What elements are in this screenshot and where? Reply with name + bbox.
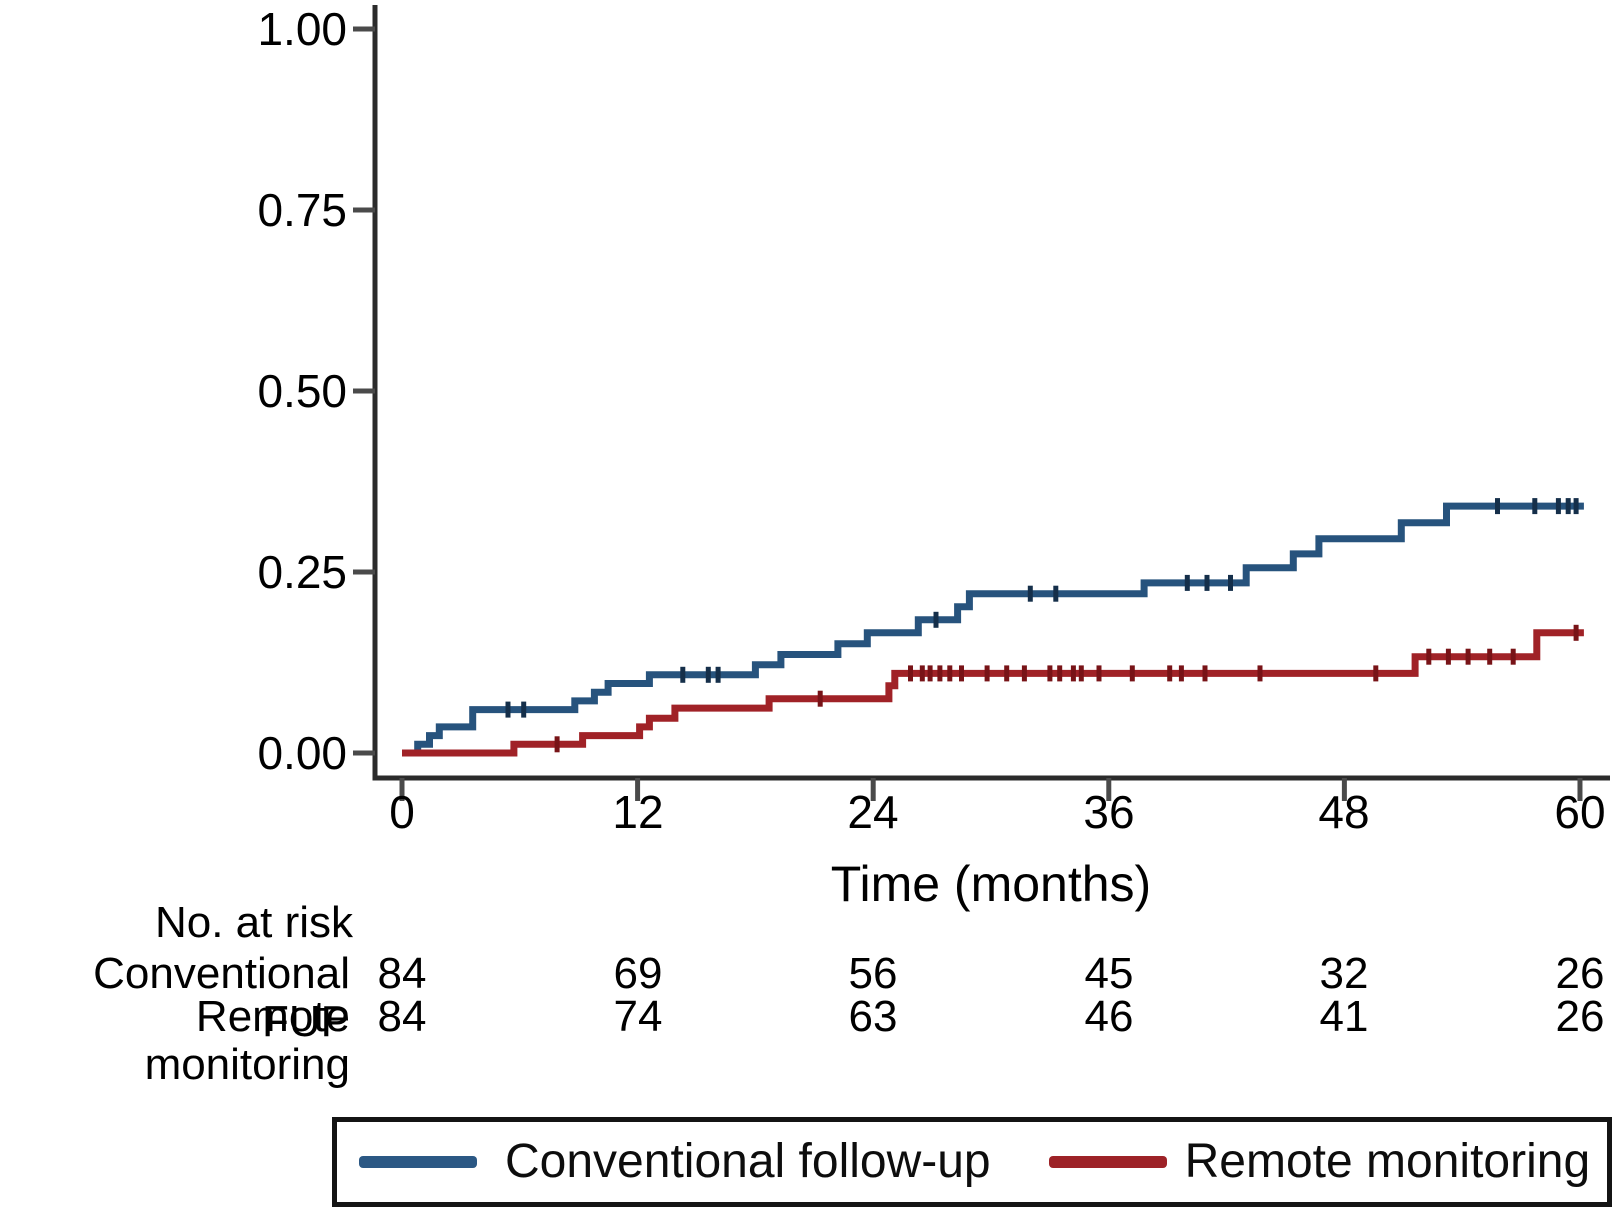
censor-mark — [1178, 665, 1184, 682]
y-tick-label: 0.75 — [257, 184, 347, 236]
censor-mark — [937, 665, 943, 682]
risk-count: 63 — [848, 992, 898, 1041]
censor-mark — [1129, 665, 1135, 682]
legend-swatch-remote-line — [1048, 1156, 1167, 1168]
y-tick-label: 0.00 — [257, 727, 347, 779]
censor-mark — [1228, 574, 1233, 591]
censor-mark — [1495, 498, 1500, 515]
censor-mark — [947, 665, 953, 682]
risk-row-label-remote: Remote monitoring — [144, 992, 350, 1089]
censor-mark — [1204, 574, 1210, 591]
censor-mark — [1487, 648, 1493, 665]
x-tick-label: 12 — [612, 786, 664, 838]
risk-count: 69 — [613, 949, 663, 998]
censor-mark — [927, 665, 933, 682]
censor-mark — [1373, 665, 1379, 682]
censor-mark — [1257, 665, 1263, 682]
censor-mark — [1202, 665, 1208, 682]
legend-swatch-conventional-line — [359, 1156, 477, 1168]
y-tick-label: 0.25 — [257, 546, 347, 598]
censor-mark — [1465, 648, 1471, 665]
censor-mark — [1096, 665, 1102, 682]
censor-mark — [1027, 585, 1033, 602]
censor-mark — [959, 665, 964, 682]
risk-row-label-conventional: Conventional FUP — [93, 949, 350, 1046]
x-tick-label: 0 — [389, 786, 415, 838]
km-curve-conventional — [402, 502, 1584, 757]
censor-mark — [521, 701, 527, 718]
x-tick-label: 60 — [1554, 786, 1606, 838]
risk-table-header: No. at risk — [154, 898, 353, 947]
risk-count: 32 — [1319, 949, 1369, 998]
censor-mark — [1053, 585, 1059, 602]
legend: Conventional follow-up Remote monitoring — [332, 1117, 1612, 1207]
censor-mark — [1167, 665, 1173, 682]
y-tick-label: 0.50 — [257, 365, 347, 417]
censor-mark — [1532, 498, 1538, 515]
censor-mark — [1573, 624, 1579, 641]
legend-label-conventional: Conventional follow-up — [505, 1135, 991, 1188]
censor-mark — [1070, 665, 1076, 682]
km-curve-remote — [402, 629, 1584, 757]
censor-mark — [715, 666, 721, 683]
censor-mark — [908, 665, 913, 682]
risk-count: 46 — [1084, 992, 1134, 1041]
censor-mark — [919, 665, 925, 682]
risk-count: 56 — [848, 949, 898, 998]
risk-count: 41 — [1319, 992, 1369, 1041]
censor-mark — [554, 736, 560, 753]
risk-count: 74 — [613, 992, 663, 1041]
censor-mark — [817, 690, 823, 707]
censor-mark — [1004, 665, 1010, 682]
x-tick-label: 36 — [1083, 786, 1135, 838]
censor-mark — [1184, 574, 1190, 591]
censor-mark — [1426, 648, 1432, 665]
x-tick-label: 24 — [847, 786, 899, 838]
x-tick-label: 48 — [1318, 786, 1370, 838]
censor-mark — [1445, 648, 1451, 665]
risk-count: 84 — [377, 992, 427, 1041]
censor-mark — [705, 666, 711, 683]
censor-mark — [1047, 665, 1053, 682]
risk-count: 26 — [1555, 992, 1605, 1041]
censor-mark — [1573, 498, 1579, 515]
censor-mark — [505, 701, 511, 718]
censor-mark — [984, 665, 990, 682]
censor-mark — [1078, 665, 1084, 682]
risk-count: 84 — [377, 949, 427, 998]
censor-mark — [1565, 498, 1571, 515]
risk-count: 45 — [1084, 949, 1134, 998]
y-tick-label: 1.00 — [257, 3, 347, 55]
censor-mark — [1057, 665, 1063, 682]
censor-mark — [1510, 648, 1516, 665]
risk-count: 26 — [1555, 949, 1605, 998]
censor-mark — [680, 666, 686, 683]
x-axis-title: Time (months) — [830, 856, 1152, 912]
censor-mark — [933, 611, 939, 628]
legend-label-remote: Remote monitoring — [1184, 1135, 1591, 1188]
censor-mark — [1021, 665, 1027, 682]
censor-mark — [1555, 498, 1561, 515]
